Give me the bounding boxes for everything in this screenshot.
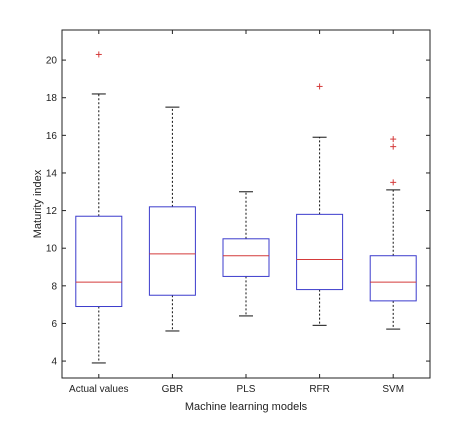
plot-area (61, 29, 431, 379)
outlier-marker (390, 179, 397, 186)
y-tick-label: 18 (46, 93, 58, 104)
outlier-marker (390, 136, 397, 143)
x-tick-label: RFR (309, 384, 330, 395)
box-group (75, 51, 123, 364)
x-tick-label: PLS (237, 384, 256, 395)
y-tick-label: 6 (51, 319, 57, 330)
box-iqr (369, 255, 417, 302)
y-axis: 4 6 8 10 12 14 16 18 20 (46, 56, 430, 368)
y-tick-label: 12 (46, 206, 58, 217)
boxes-layer (75, 51, 417, 364)
y-tick-label: 20 (46, 56, 58, 67)
box-group (222, 191, 270, 317)
x-axis-label: Machine learning models (185, 401, 308, 413)
x-tick-label: Actual values (69, 384, 128, 395)
x-tick-label: SVM (382, 384, 404, 395)
box-iqr (296, 213, 344, 291)
x-axis: Actual values GBR PLS RFR SVM (69, 30, 404, 395)
y-tick-label: 14 (46, 168, 58, 179)
y-tick-label: 4 (51, 357, 57, 368)
y-axis-label: Maturity index (32, 169, 44, 238)
box-group (369, 136, 417, 330)
box-group (148, 106, 196, 332)
box-iqr (222, 238, 270, 277)
box-iqr (75, 215, 123, 308)
x-tick-label: GBR (162, 384, 184, 395)
y-tick-label: 8 (51, 281, 57, 292)
outlier-marker (95, 51, 102, 58)
y-tick-label: 16 (46, 131, 58, 142)
y-tick-label: 10 (46, 244, 58, 255)
box-iqr (148, 206, 196, 296)
outlier-marker (390, 143, 397, 150)
box-group (296, 83, 344, 326)
outlier-marker (316, 83, 323, 90)
